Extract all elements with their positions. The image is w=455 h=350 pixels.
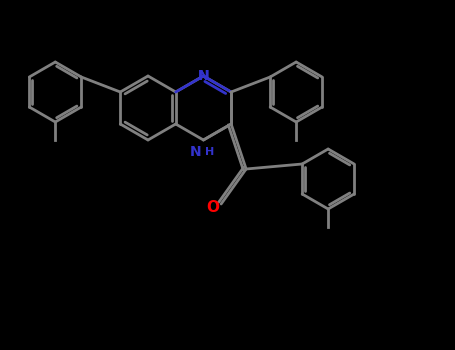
Text: N: N [197, 69, 209, 83]
Text: N: N [190, 145, 201, 159]
Text: N: N [197, 69, 209, 83]
Text: O: O [207, 201, 220, 216]
Text: H: H [205, 147, 215, 157]
